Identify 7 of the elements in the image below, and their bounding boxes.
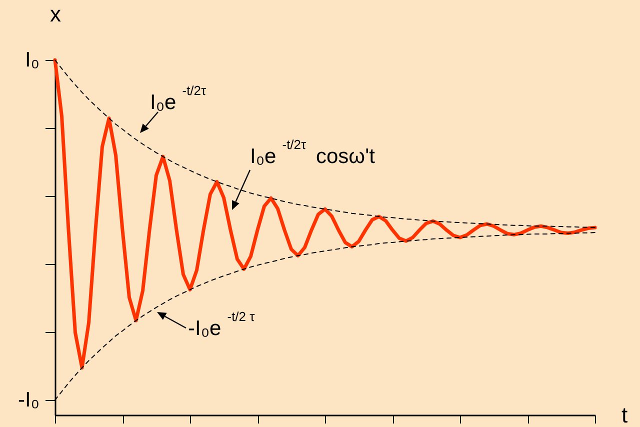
text: -I₀ [18, 388, 40, 412]
y-axis-title: x [50, 2, 61, 26]
annotation: I₀e$^{-t/2τ}$ [150, 83, 208, 114]
annotation: I₀e$^{-t/2τ}$ cosω't [250, 137, 375, 168]
x-axis-title: t [622, 402, 628, 427]
annotation: -I₀e$^{-t/2 τ}$ [188, 309, 256, 340]
text: I₀ [24, 48, 40, 72]
